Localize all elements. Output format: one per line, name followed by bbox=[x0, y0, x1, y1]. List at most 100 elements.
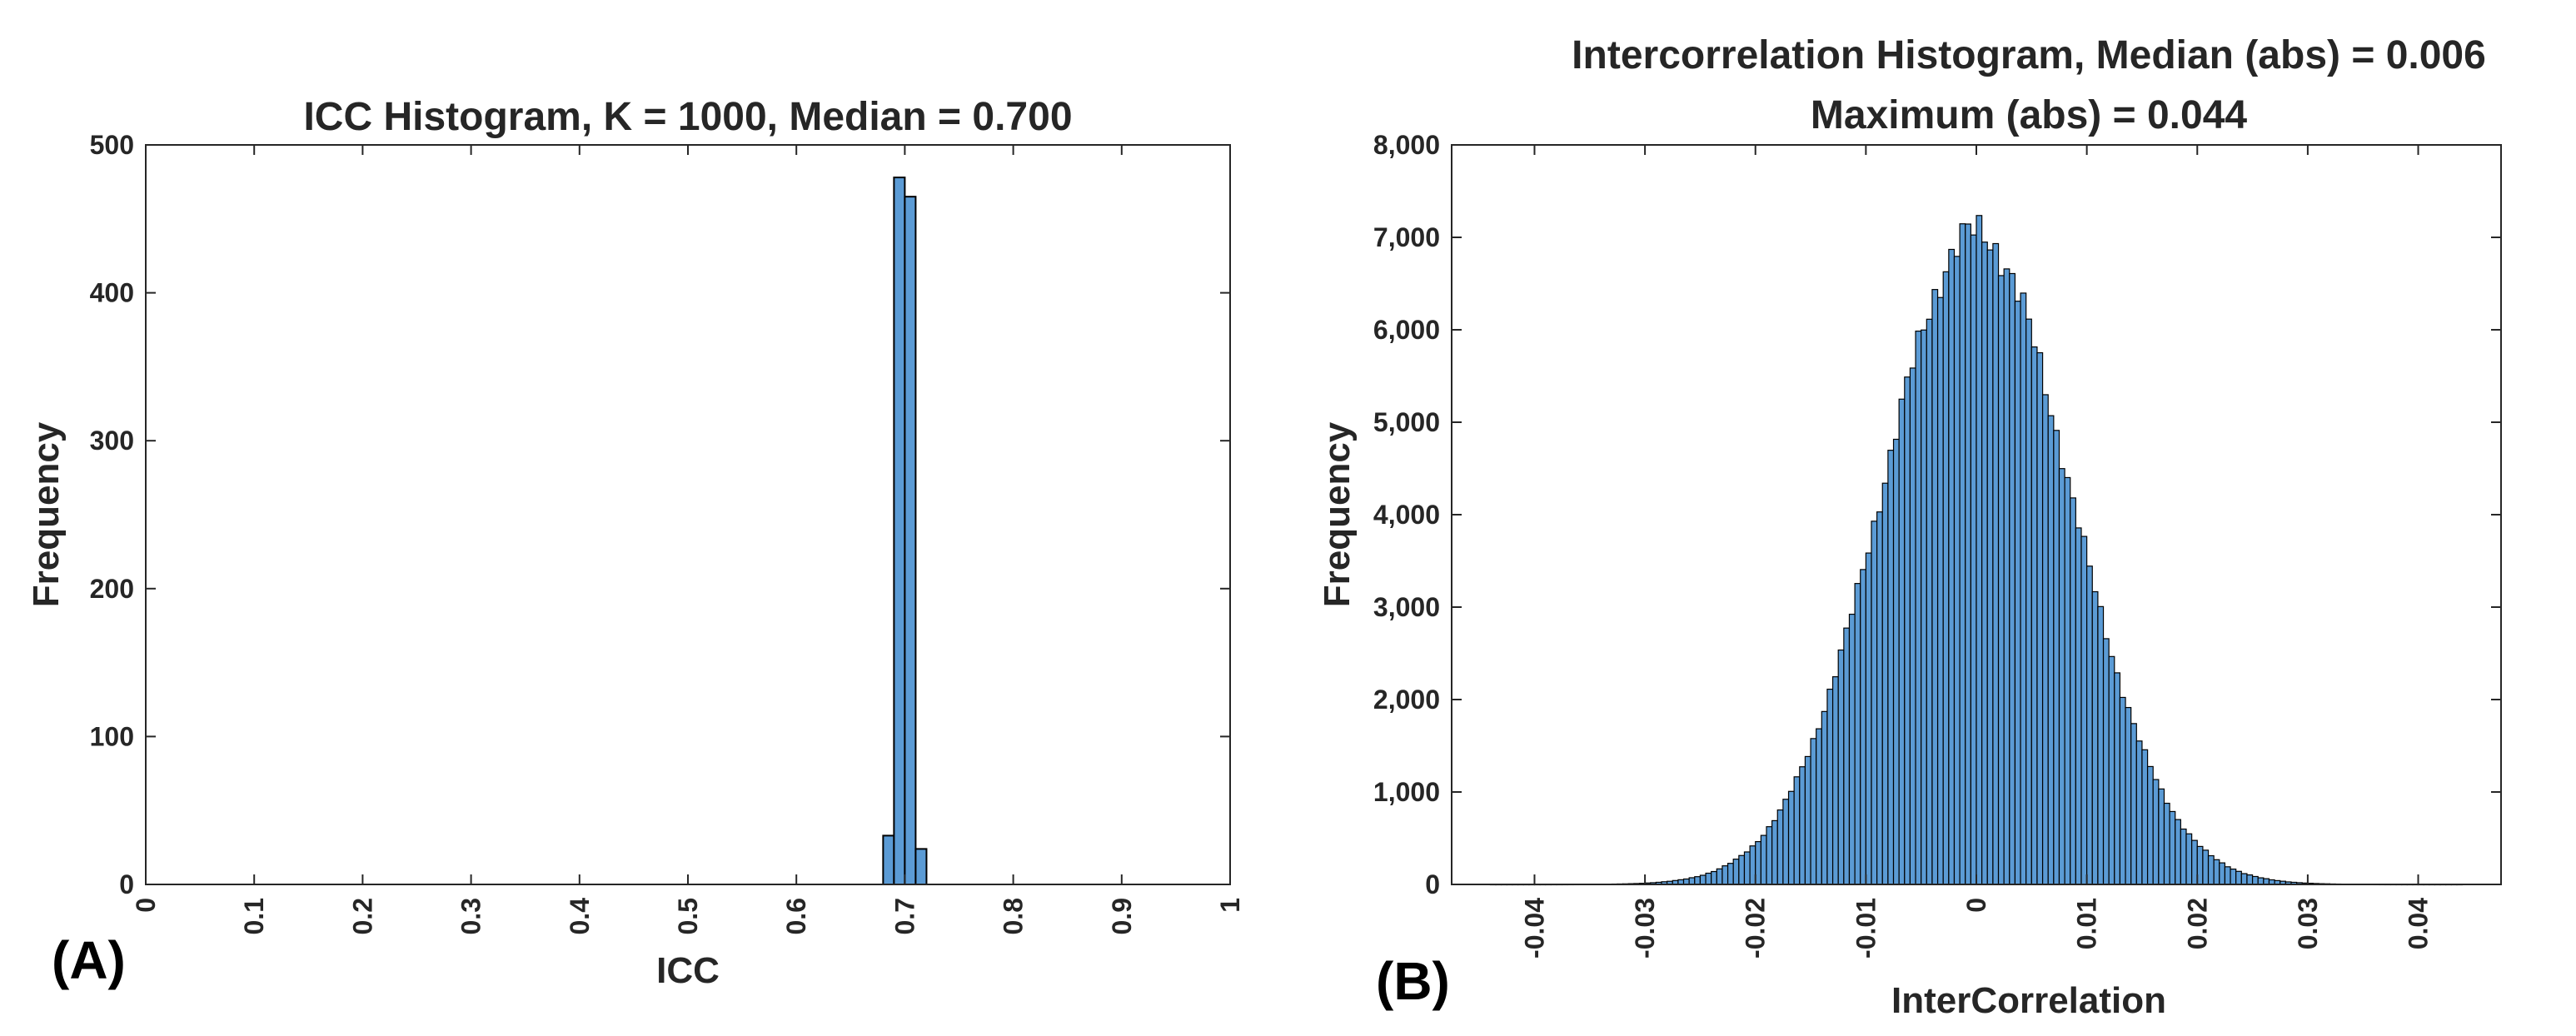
panel-b-bar bbox=[2213, 859, 2220, 885]
panel-a-x-tick-label: 0.4 bbox=[565, 898, 595, 935]
panel-b-bar bbox=[1705, 872, 1712, 885]
panel-b-bar bbox=[1821, 710, 1828, 885]
panel-b-bar bbox=[1865, 552, 1872, 885]
panel-b-bar bbox=[2030, 346, 2038, 885]
panel-a-x-tick-label: 0 bbox=[131, 898, 161, 913]
panel-b-bar bbox=[2135, 740, 2143, 885]
panel-b-bar bbox=[1743, 851, 1751, 885]
panel-a-x-tick-label: 1 bbox=[1215, 898, 1245, 913]
panel-b-bar bbox=[1992, 242, 2000, 885]
panel-a-y-tick-label: 100 bbox=[90, 721, 134, 751]
panel-b-x-tick-label: -0.03 bbox=[1630, 898, 1660, 959]
panel-b-bar bbox=[1959, 223, 1966, 885]
panel-a-x-tick-label: 0.1 bbox=[239, 898, 269, 934]
panel-b-bar bbox=[1904, 376, 1911, 885]
panel-b-x-tick-label: 0.02 bbox=[2182, 898, 2212, 949]
panel-a-title: ICC Histogram, K = 1000, Median = 0.700 bbox=[303, 95, 1072, 139]
panel-b-bar bbox=[1915, 330, 1922, 885]
panel-b-y-tick-label: 6,000 bbox=[1373, 315, 1440, 345]
panel-b-bar bbox=[2251, 875, 2259, 885]
panel-b-x-tick-label: 0.03 bbox=[2293, 898, 2323, 949]
panel-b-subtitle: Maximum (abs) = 0.044 bbox=[1811, 93, 2248, 137]
panel-b-bar bbox=[2163, 802, 2170, 885]
panel-b-bar bbox=[1711, 870, 1717, 885]
panel-b-x-tick-label: 0 bbox=[1961, 898, 1991, 913]
panel-b-bar bbox=[2114, 672, 2121, 885]
panel-b-y-tick-label: 8,000 bbox=[1373, 130, 1440, 160]
panel-b-bar bbox=[2025, 318, 2032, 885]
panel-b-bar bbox=[2240, 873, 2248, 885]
panel-a-x-axis-label: ICC bbox=[656, 950, 720, 991]
panel-a-x-tick-label: 0.9 bbox=[1107, 898, 1137, 934]
panel-a-y-axis-label: Frequency bbox=[26, 421, 67, 607]
panel-b-y-tick-label: 2,000 bbox=[1373, 685, 1440, 715]
panel-b-x-tick-label: -0.02 bbox=[1741, 898, 1771, 959]
panel-b-bar bbox=[2053, 430, 2060, 885]
panel-b-bar bbox=[2047, 415, 2055, 885]
panel-b-y-tick-label: 7,000 bbox=[1373, 222, 1440, 252]
panel-a-x-tick-label: 0.6 bbox=[781, 898, 811, 934]
panel-b-bar bbox=[1688, 877, 1696, 885]
panel-b-bar bbox=[2141, 749, 2149, 885]
panel-b-bar bbox=[2185, 833, 2193, 885]
panel-a-label: (A) bbox=[52, 930, 126, 990]
panel-b-bar bbox=[2130, 723, 2137, 885]
panel-b-bar bbox=[1986, 249, 1994, 885]
panel-b-bar bbox=[2119, 696, 2126, 885]
panel-b-bar bbox=[1876, 511, 1883, 885]
panel-b-y-tick-label: 3,000 bbox=[1373, 592, 1440, 622]
panel-b-y-tick-label: 0 bbox=[1425, 869, 1440, 899]
panel-a-y-tick-label: 0 bbox=[119, 869, 134, 899]
panel-b-x-tick-label: 0.04 bbox=[2404, 898, 2434, 949]
panel-a-x-tick-label: 0.2 bbox=[347, 898, 377, 934]
panel-a-bar bbox=[893, 177, 906, 885]
panel-b-bar bbox=[1997, 275, 2005, 885]
panel-b-bar bbox=[1860, 569, 1866, 885]
panel-b-bar bbox=[1716, 868, 1723, 885]
panel-b-bar bbox=[2175, 819, 2181, 885]
panel-b-bar bbox=[2180, 828, 2187, 885]
panel-b-bar bbox=[1793, 776, 1801, 885]
panel-a-y-tick-label: 500 bbox=[90, 130, 134, 160]
panel-b-bar bbox=[1936, 296, 1944, 885]
panel-b-bar bbox=[1926, 318, 1933, 885]
panel-b-bar bbox=[2036, 351, 2044, 885]
panel-b-bar bbox=[2230, 868, 2237, 885]
panel-b-x-tick-label: -0.04 bbox=[1519, 898, 1549, 959]
panel-b-bar bbox=[2070, 497, 2076, 885]
panel-b-label: (B) bbox=[1376, 951, 1450, 1011]
panel-b-bar bbox=[2263, 878, 2270, 885]
panel-b-bar bbox=[2257, 877, 2265, 885]
panel-b-bar bbox=[1782, 799, 1790, 885]
panel-b-bar bbox=[1732, 859, 1740, 885]
panel-b-y-tick-label: 1,000 bbox=[1373, 777, 1440, 807]
panel-b-bar bbox=[1699, 874, 1707, 885]
panel-b-bar bbox=[2224, 866, 2231, 885]
panel-b-bar bbox=[1816, 728, 1822, 885]
panel-b-bar bbox=[2125, 706, 2132, 885]
panel-a-y-tick-label: 400 bbox=[90, 278, 134, 308]
panel-b-bar bbox=[1799, 766, 1806, 885]
panel-b-bar bbox=[2080, 535, 2088, 885]
panel-b-bar bbox=[1892, 438, 1900, 885]
panel-b-bar bbox=[1848, 613, 1856, 885]
panel-b-bar bbox=[2202, 849, 2210, 885]
panel-b-bar bbox=[1826, 688, 1834, 885]
panel-a-y-tick-label: 300 bbox=[90, 426, 134, 456]
panel-b-bar bbox=[1948, 248, 1956, 885]
panel-a-x-tick-label: 0.8 bbox=[999, 898, 1029, 934]
panel-b-bar bbox=[1721, 865, 1729, 885]
panel-b-bar bbox=[2003, 268, 2010, 885]
panel-b-title: Intercorrelation Histogram, Median (abs)… bbox=[1572, 33, 2486, 77]
panel-b-bar bbox=[2020, 292, 2027, 885]
panel-a-x-tick-label: 0.3 bbox=[456, 898, 486, 934]
panel-a-bar bbox=[914, 848, 928, 885]
panel-b-x-tick-label: -0.01 bbox=[1851, 898, 1881, 959]
panel-b-x-axis-label: InterCorrelation bbox=[1891, 980, 2166, 1021]
panel-b-bar bbox=[1953, 256, 1961, 885]
panel-b-bar bbox=[1738, 854, 1746, 885]
panel-a-y-tick-label: 200 bbox=[90, 574, 134, 604]
panel-b-bar bbox=[1881, 482, 1889, 885]
panel-b-bar bbox=[1942, 271, 1950, 885]
